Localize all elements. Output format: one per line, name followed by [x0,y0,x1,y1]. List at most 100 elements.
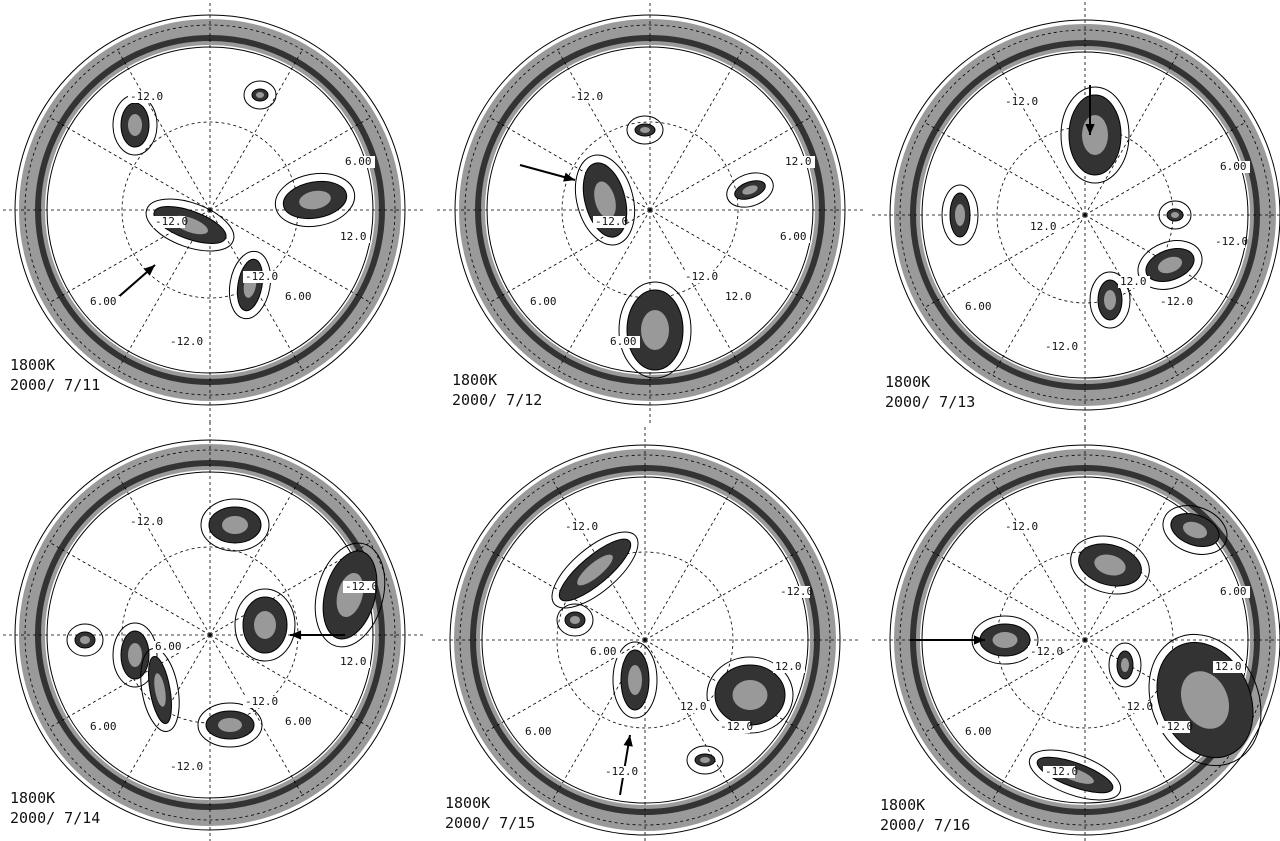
map-outer-band [19,444,401,826]
meridian [209,634,371,728]
vortex-core [577,554,613,586]
contour-label: -12.0 [1160,720,1193,733]
label-bg [608,336,640,348]
contour-outline [612,641,658,719]
map-dark-band [35,460,385,810]
vortex-core [1182,521,1208,539]
label-bg [588,646,620,658]
meridian [649,209,811,303]
polar-map: -12.0 6.00 -12.0 12.0 -12.0 6.00 -12.0 6.00 1800… [0,0,425,425]
polar-map: -12.0 -12.0 6.00 12.0 12.0 -12.0 -12.0 6.00 1800… [430,425,860,841]
label-bg [773,661,805,673]
vortex-core [742,185,758,195]
latitude-circle [459,454,831,826]
arrow-head [143,265,155,276]
label-bg [343,156,375,168]
contour-label: -12.0 [1160,295,1193,308]
level-label: 1800K [885,373,930,391]
vortex-core [128,114,142,136]
meridian [209,474,303,636]
contour-outline [1148,633,1262,767]
polar-map: -12.0 6.00 12.0 -12.0 12.0 -12.0 -12.0 6.00 1800… [870,0,1280,430]
vortex-core [628,665,642,695]
contour-outline [228,250,272,320]
map-dark-band [475,35,825,385]
date-label: 2000/ 7/15 [445,814,535,832]
meridian [489,117,651,211]
contour-label: 6.00 [965,300,992,313]
contour-label: 12.0 [1030,220,1057,233]
contour-label: 6.00 [1220,585,1247,598]
meridian [209,209,371,303]
contour-label: 6.00 [285,715,312,728]
meridian [117,49,211,211]
label-bg [1218,586,1250,598]
label-bg [1028,646,1060,658]
meridian [644,547,806,641]
contour-label: 6.00 [525,725,552,738]
latitude-circle [464,24,836,396]
contour-label: 6.00 [345,155,372,168]
meridian [992,214,1086,376]
contour-label: 6.00 [1220,160,1247,173]
date-label: 2000/ 7/16 [880,816,970,834]
label-bg [963,301,995,313]
meridian [924,122,1086,216]
label-bg [338,231,370,243]
map-outer-band [454,449,836,831]
contour-label: 6.00 [590,645,617,658]
label-bg [1043,766,1075,778]
label-bg [128,91,160,103]
contour-outline [243,80,277,110]
map-outer-band [894,449,1276,831]
meridian [209,49,303,211]
vortex-core [154,673,166,707]
contour-label: -12.0 [1045,765,1078,778]
contour-label: -12.0 [155,215,188,228]
contour-outline [1089,271,1131,329]
meridian [649,209,743,371]
contour-label: 6.00 [530,295,557,308]
contour-outline [686,745,724,775]
meridian [557,49,651,211]
label-bg [528,296,560,308]
contour-label: -12.0 [245,270,278,283]
label-bg [1218,161,1250,173]
contour-label: -12.0 [595,215,628,228]
label-bg [283,291,315,303]
contour-label: 12.0 [340,230,367,243]
label-bg [568,91,600,103]
arrow-head [290,630,302,640]
label-bg [243,271,275,283]
contour-outline [1162,505,1228,555]
latitude-circle [24,24,396,396]
vortex-core [256,92,264,98]
label-bg [1003,96,1035,108]
contour-label: -12.0 [345,580,378,593]
contour-outline [274,172,356,228]
label-bg [683,271,715,283]
polar-map: -12.0 -12.0 6.00 12.0 -12.0 6.00 -12.0 6.00 1800… [0,420,425,841]
meridian [1084,639,1178,801]
contour-label: -12.0 [605,765,638,778]
contour-label: 6.00 [155,640,182,653]
contour-outline [200,498,270,552]
label-bg [168,761,200,773]
latitude-circle [899,29,1271,401]
vortex-core [1121,658,1129,672]
label-bg [723,291,755,303]
meridian [1084,547,1246,641]
label-bg [678,701,710,713]
label-bg [153,216,185,228]
vortex-core [222,516,248,534]
label-bg [563,521,595,533]
contour-outline [197,702,263,748]
meridian [1084,122,1246,216]
contour-outline [1158,200,1192,230]
contour-outline [145,198,235,252]
label-bg [1118,276,1150,288]
date-label: 2000/ 7/13 [885,393,975,411]
label-bg [153,641,185,653]
label-bg [1158,721,1190,733]
meridian [557,209,651,371]
